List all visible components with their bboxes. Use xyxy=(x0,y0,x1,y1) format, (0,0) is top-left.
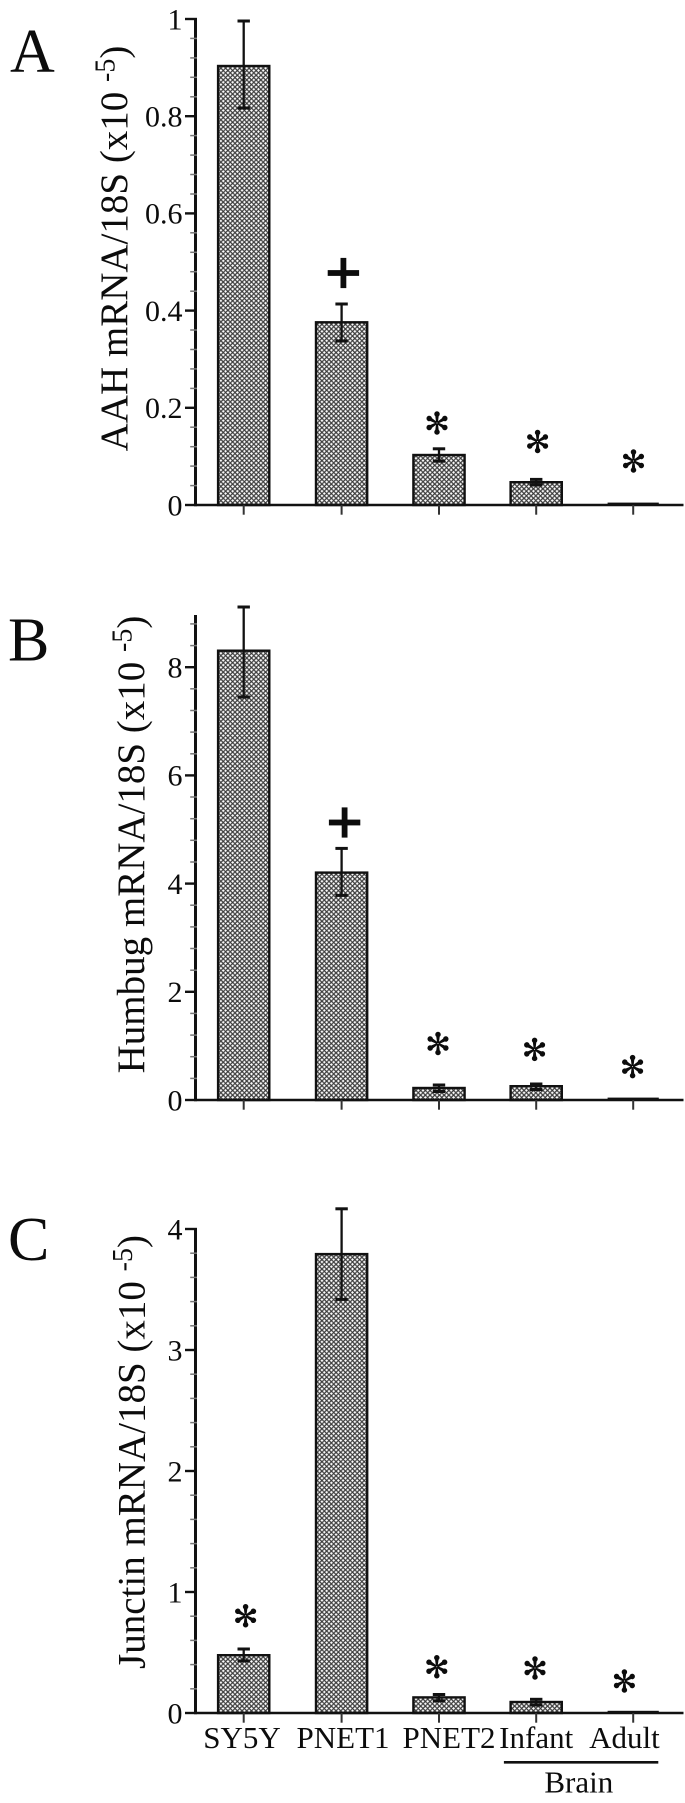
svg-text:4: 4 xyxy=(168,868,183,901)
svg-text:2: 2 xyxy=(168,1455,183,1488)
svg-text:0.8: 0.8 xyxy=(145,101,183,134)
svg-text:Brain: Brain xyxy=(544,1765,613,1800)
svg-text:4: 4 xyxy=(168,1213,183,1246)
svg-text:0: 0 xyxy=(168,489,183,522)
svg-text:3: 3 xyxy=(168,1334,183,1367)
svg-text:6: 6 xyxy=(168,760,183,793)
svg-text:8: 8 xyxy=(168,652,183,685)
svg-text:Junctin mRNA/18S (x10 -5): Junctin mRNA/18S (x10 -5) xyxy=(108,1235,154,1669)
svg-text:Infant: Infant xyxy=(499,1720,573,1755)
svg-text:PNET1: PNET1 xyxy=(297,1720,390,1755)
svg-text:SY5Y: SY5Y xyxy=(203,1720,281,1755)
svg-text:2: 2 xyxy=(168,976,183,1009)
svg-text:Adult: Adult xyxy=(589,1720,660,1755)
svg-text:A: A xyxy=(10,18,55,86)
svg-text:0: 0 xyxy=(168,1084,183,1117)
svg-text:C: C xyxy=(8,1206,49,1274)
svg-text:0.4: 0.4 xyxy=(145,295,183,328)
svg-text:0.2: 0.2 xyxy=(145,392,183,425)
svg-text:B: B xyxy=(8,606,49,674)
svg-text:0: 0 xyxy=(168,1697,183,1730)
svg-text:Humbug mRNA/18S (x10 -5): Humbug mRNA/18S (x10 -5) xyxy=(108,616,154,1074)
svg-text:0.6: 0.6 xyxy=(145,198,183,231)
svg-text:AAH mRNA/18S (x10 -5): AAH mRNA/18S (x10 -5) xyxy=(91,46,137,452)
svg-text:PNET2: PNET2 xyxy=(403,1720,496,1755)
svg-text:1: 1 xyxy=(168,3,183,36)
svg-text:1: 1 xyxy=(168,1576,183,1609)
